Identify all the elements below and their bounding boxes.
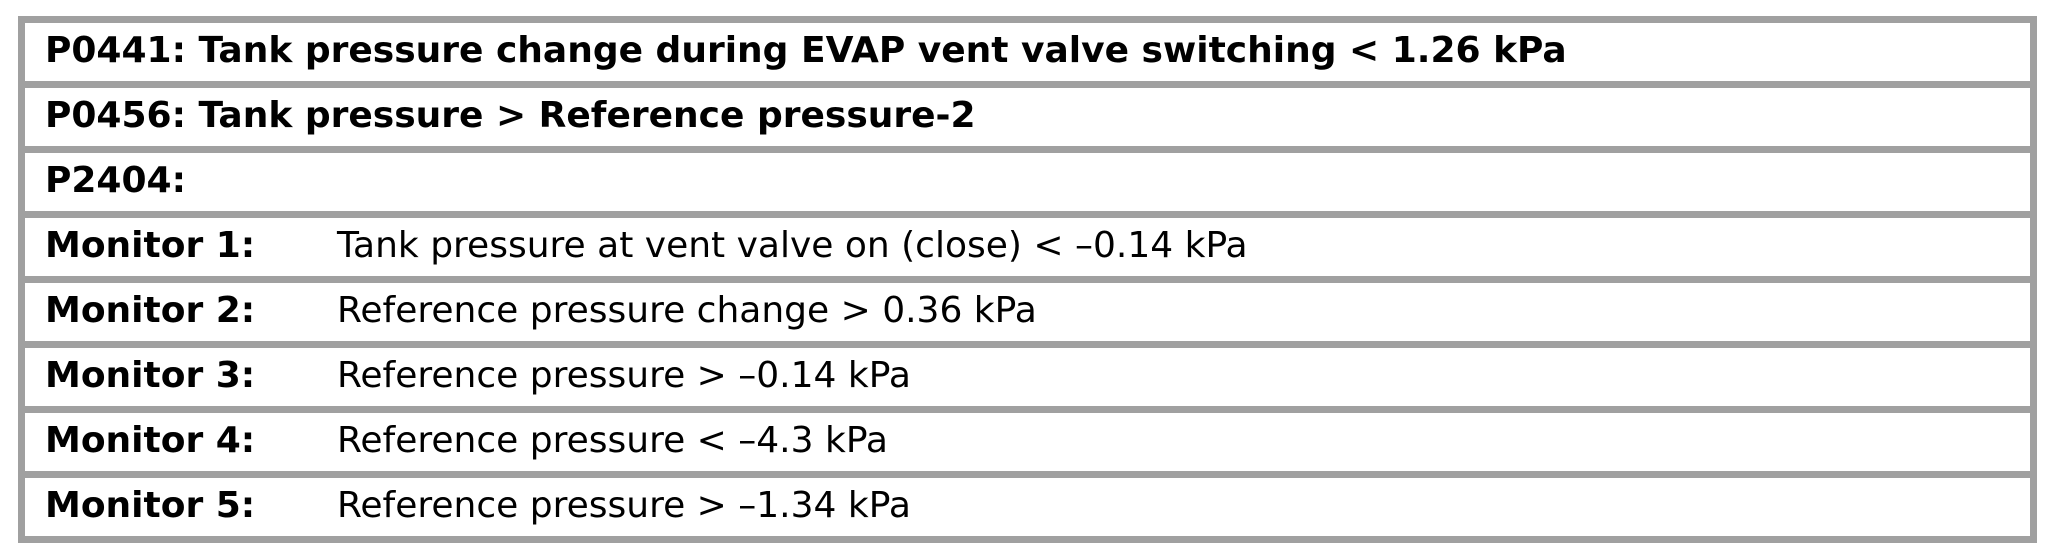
dtc-cell: P0441: Tank pressure change during EVAP … bbox=[18, 16, 2037, 88]
table-row: Monitor 5: Reference pressure > –1.34 kPa bbox=[18, 471, 2037, 543]
monitor-row-text: Reference pressure < –4.3 kPa bbox=[337, 420, 888, 461]
table-row: Monitor 1: Tank pressure at vent valve on… bbox=[18, 211, 2037, 283]
dtc-monitor-table: P0441: Tank pressure change during EVAP … bbox=[18, 16, 2037, 543]
monitor-cell: Monitor 1: Tank pressure at vent valve on… bbox=[18, 211, 2037, 283]
table-row: Monitor 2: Reference pressure change > 0.… bbox=[18, 276, 2037, 348]
monitor-row-label: Monitor 1: bbox=[45, 225, 256, 266]
dtc-row-text: P0441: Tank pressure change during EVAP … bbox=[45, 30, 1567, 71]
table-row: P0441: Tank pressure change during EVAP … bbox=[18, 16, 2037, 88]
monitor-row-label: Monitor 5: bbox=[45, 485, 256, 526]
monitor-row-label: Monitor 3: bbox=[45, 355, 256, 396]
dtc-row-text: P2404: bbox=[45, 160, 186, 201]
table-row: Monitor 4: Reference pressure < –4.3 kPa bbox=[18, 406, 2037, 478]
dtc-cell: P2404: bbox=[18, 146, 2037, 218]
dtc-row-text: P0456: Tank pressure > Reference pressur… bbox=[45, 95, 976, 136]
monitor-cell: Monitor 5: Reference pressure > –1.34 kPa bbox=[18, 471, 2037, 543]
monitor-row-label: Monitor 2: bbox=[45, 290, 256, 331]
monitor-row-text: Tank pressure at vent valve on (close) <… bbox=[337, 225, 1248, 266]
table-row: P0456: Tank pressure > Reference pressur… bbox=[18, 81, 2037, 153]
monitor-cell: Monitor 4: Reference pressure < –4.3 kPa bbox=[18, 406, 2037, 478]
monitor-cell: Monitor 3: Reference pressure > –0.14 kPa bbox=[18, 341, 2037, 413]
monitor-row-text: Reference pressure > –0.14 kPa bbox=[337, 355, 911, 396]
table-row: Monitor 3: Reference pressure > –0.14 kPa bbox=[18, 341, 2037, 413]
monitor-row-text: Reference pressure change > 0.36 kPa bbox=[337, 290, 1037, 331]
table-row: P2404: bbox=[18, 146, 2037, 218]
monitor-cell: Monitor 2: Reference pressure change > 0.… bbox=[18, 276, 2037, 348]
monitor-row-label: Monitor 4: bbox=[45, 420, 256, 461]
dtc-cell: P0456: Tank pressure > Reference pressur… bbox=[18, 81, 2037, 153]
monitor-row-text: Reference pressure > –1.34 kPa bbox=[337, 485, 911, 526]
